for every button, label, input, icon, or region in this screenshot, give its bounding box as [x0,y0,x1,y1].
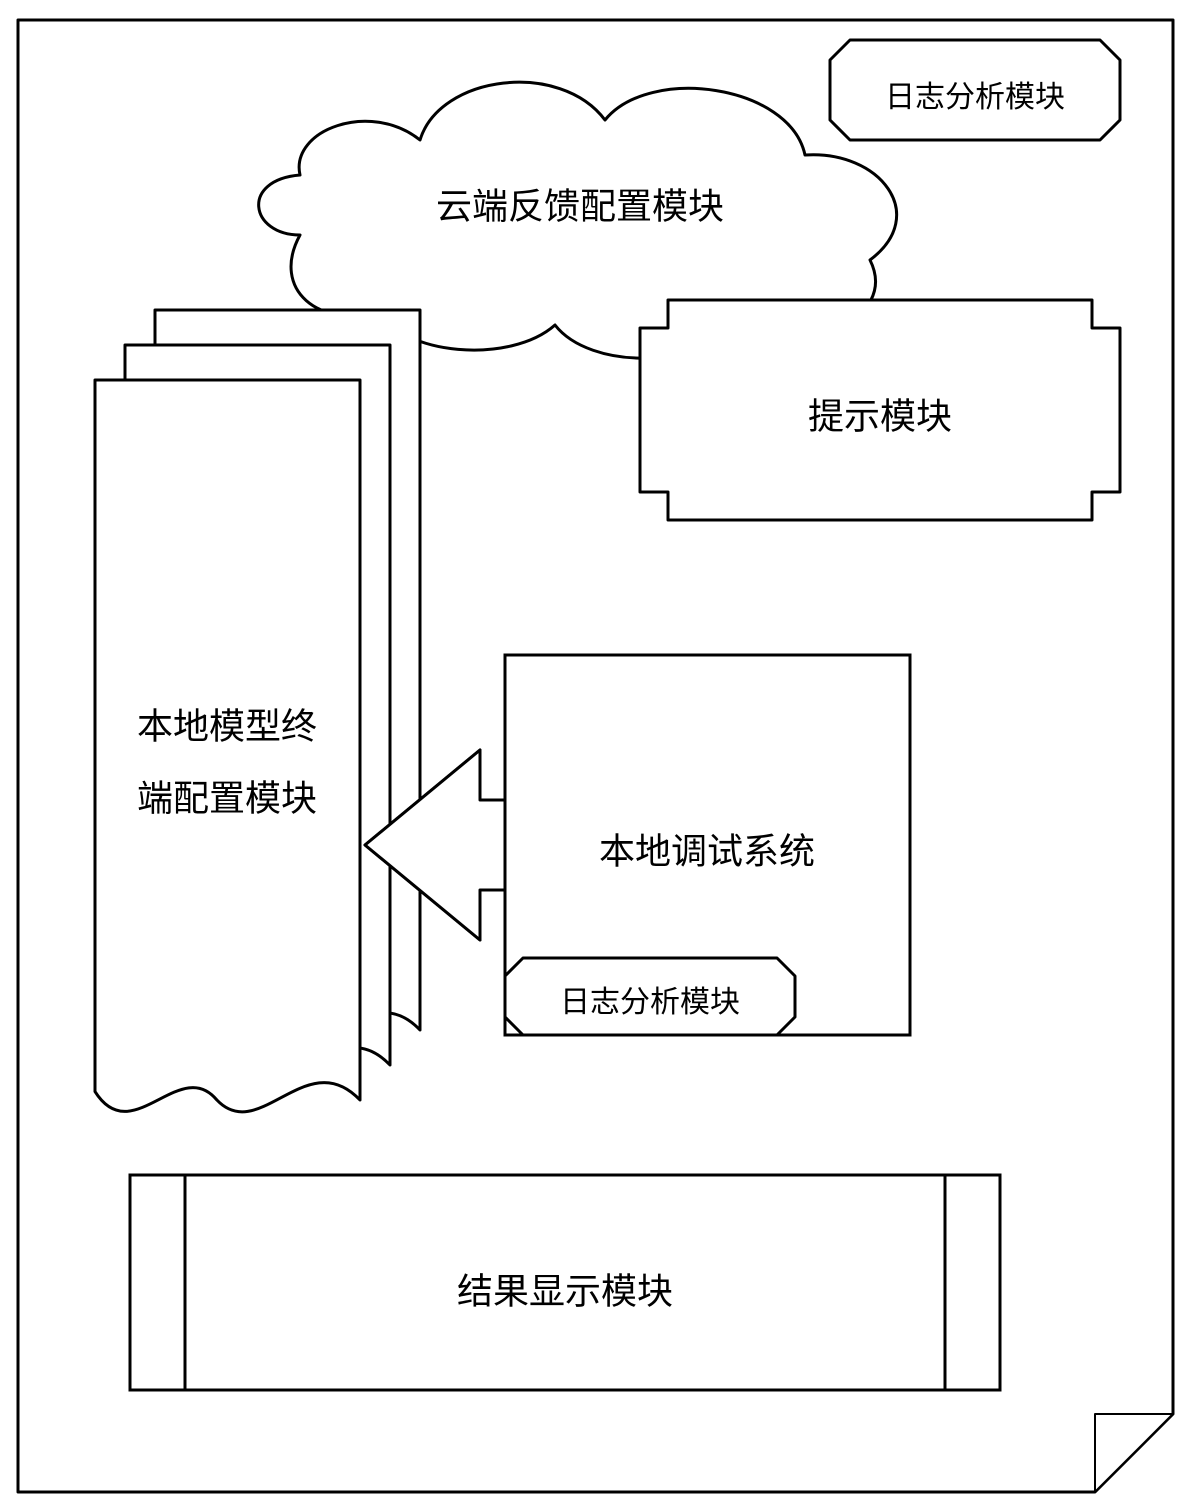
log-analysis-top-label: 日志分析模块 [885,81,1065,114]
local-config-label-2: 端配置模块 [137,778,317,818]
cloud-label: 云端反馈配置模块 [436,186,724,226]
result-label: 结果显示模块 [457,1271,673,1311]
local-config-label-1: 本地模型终 [137,706,317,746]
local-debug-label: 本地调试系统 [599,831,815,871]
hint-label: 提示模块 [808,396,952,436]
log-analysis-inner-label: 日志分析模块 [560,986,740,1019]
